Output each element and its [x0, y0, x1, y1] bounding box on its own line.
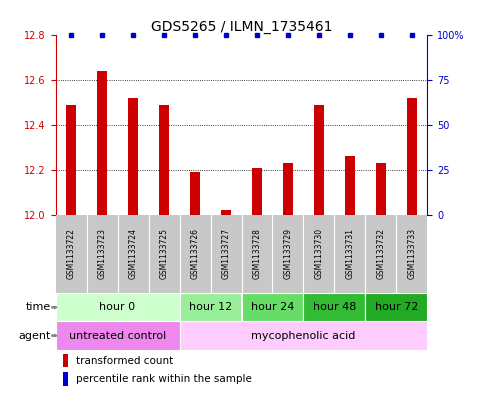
Text: GSM1133724: GSM1133724 — [128, 228, 138, 279]
Text: GSM1133732: GSM1133732 — [376, 228, 385, 279]
Bar — [252, 167, 262, 215]
Text: hour 48: hour 48 — [313, 302, 356, 312]
Bar — [128, 98, 139, 215]
Bar — [366, 293, 427, 321]
Bar — [158, 105, 170, 215]
Text: GSM1133726: GSM1133726 — [190, 228, 199, 279]
Text: GSM1133727: GSM1133727 — [222, 228, 230, 279]
Text: hour 12: hour 12 — [189, 302, 232, 312]
Bar — [190, 172, 200, 215]
Text: untreated control: untreated control — [69, 331, 166, 341]
Bar — [376, 163, 386, 215]
Text: percentile rank within the sample: percentile rank within the sample — [75, 374, 252, 384]
Title: GDS5265 / ILMN_1735461: GDS5265 / ILMN_1735461 — [151, 20, 332, 34]
Text: GSM1133723: GSM1133723 — [98, 228, 107, 279]
Text: transformed count: transformed count — [75, 356, 173, 366]
Text: GSM1133730: GSM1133730 — [314, 228, 324, 279]
Bar — [66, 105, 76, 215]
Text: agent: agent — [18, 331, 51, 341]
Bar — [303, 293, 366, 321]
Bar — [221, 210, 231, 215]
Bar — [180, 321, 427, 350]
Text: time: time — [26, 302, 51, 312]
Bar — [344, 156, 355, 215]
Bar — [56, 293, 180, 321]
Bar — [313, 105, 325, 215]
Bar — [63, 372, 68, 386]
Text: hour 0: hour 0 — [99, 302, 136, 312]
Bar — [97, 71, 107, 215]
Text: GSM1133729: GSM1133729 — [284, 228, 293, 279]
Bar — [56, 321, 180, 350]
Bar — [180, 293, 242, 321]
Bar — [242, 293, 303, 321]
Text: hour 72: hour 72 — [375, 302, 418, 312]
Text: GSM1133722: GSM1133722 — [67, 228, 75, 279]
Text: GSM1133731: GSM1133731 — [345, 228, 355, 279]
Bar — [63, 354, 68, 367]
Text: GSM1133733: GSM1133733 — [408, 228, 416, 279]
Text: hour 24: hour 24 — [251, 302, 294, 312]
Bar — [283, 163, 293, 215]
Text: mycophenolic acid: mycophenolic acid — [251, 331, 355, 341]
Text: GSM1133728: GSM1133728 — [253, 228, 261, 279]
Text: GSM1133725: GSM1133725 — [159, 228, 169, 279]
Bar — [407, 98, 417, 215]
